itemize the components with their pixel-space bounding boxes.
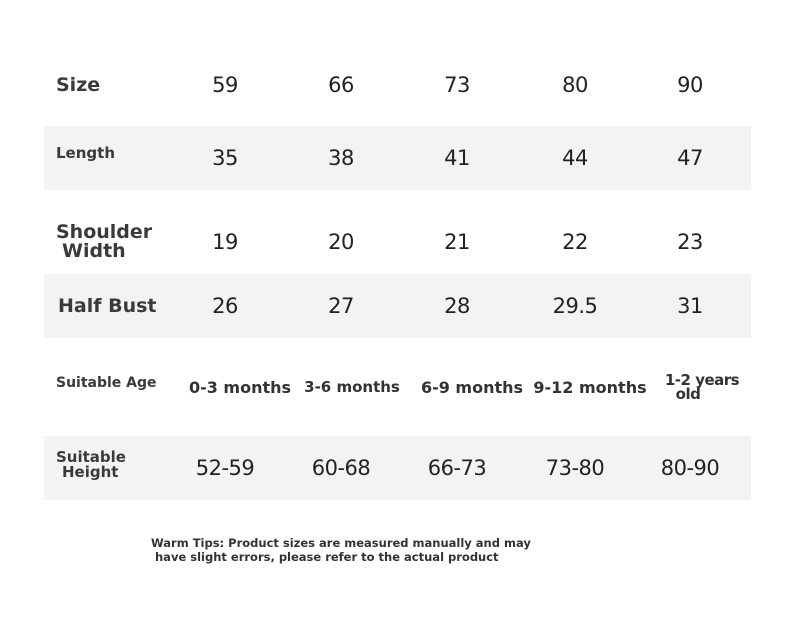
table-cell: 28 <box>444 294 470 318</box>
table-cell: 73 <box>444 73 470 97</box>
cell-line: old <box>675 385 701 403</box>
table-cell: 41 <box>444 146 470 170</box>
row-label-shoulder-width: Shoulder Width <box>44 223 176 261</box>
table-cell: 1-2 years old <box>654 370 750 402</box>
table-cell: 80-90 <box>660 456 720 480</box>
table-cell: 19 <box>212 230 238 254</box>
table-cell: 59 <box>212 73 238 97</box>
table-cell: 47 <box>677 146 703 170</box>
table-cell: 27 <box>328 294 354 318</box>
table-cell: 80 <box>562 73 588 97</box>
table-cell: 26 <box>212 294 238 318</box>
table-cell: 60-68 <box>311 456 371 480</box>
table-cell: 3-6 months <box>304 378 400 396</box>
row-label-suitable-height: Suitable Height <box>44 450 176 480</box>
cell-line: 1-2 years <box>664 370 740 389</box>
table-cell: 9-12 months <box>533 377 647 397</box>
table-row-suitable-age: Suitable Age 0-3 months 3-6 months 6-9 m… <box>44 350 751 424</box>
row-label-line: Shoulder <box>56 221 153 243</box>
table-cell: 35 <box>212 146 238 170</box>
tips-line: Warm Tips: Product sizes are measured ma… <box>151 536 531 550</box>
row-label-line: Width <box>62 240 126 262</box>
table-cell: 90 <box>677 73 703 97</box>
tips-line: have slight errors, please refer to the … <box>155 549 499 564</box>
table-row-half-bust: Half Bust 26 27 28 29.5 31 <box>44 274 751 338</box>
table-cell: 6-9 months <box>420 377 524 397</box>
table-cell: 66 <box>328 73 354 97</box>
table-row-size: Size 59 66 73 80 90 <box>44 52 751 118</box>
table-cell: 52-59 <box>195 456 255 480</box>
row-label-line: Height <box>62 463 119 481</box>
table-cell: 21 <box>444 230 470 254</box>
table-row-suitable-height: Suitable Height 52-59 60-68 66-73 73-80 … <box>44 436 751 500</box>
table-cell: 38 <box>328 146 354 170</box>
row-label-length: Length <box>56 143 115 162</box>
table-row-shoulder-width: Shoulder Width 19 20 21 22 23 <box>44 210 751 274</box>
table-cell: 20 <box>328 230 354 254</box>
table-row-length: Length 35 38 41 44 47 <box>44 126 751 190</box>
table-cell: 29.5 <box>552 294 598 318</box>
table-cell: 22 <box>562 230 588 254</box>
table-cell: 0-3 months <box>188 377 292 397</box>
row-label-suitable-age: Suitable Age <box>56 375 157 391</box>
warm-tips-note: Warm Tips: Product sizes are measured ma… <box>151 536 531 565</box>
row-label-size: Size <box>56 73 101 96</box>
table-cell: 66-73 <box>427 456 487 480</box>
table-cell: 23 <box>677 230 703 254</box>
table-cell: 31 <box>677 294 703 318</box>
row-label-half-bust: Half Bust <box>58 294 157 317</box>
table-cell: 73-80 <box>545 456 605 480</box>
size-chart-table: Size 59 66 73 80 90 Length 35 38 41 44 4… <box>44 52 751 500</box>
table-cell: 44 <box>562 146 588 170</box>
row-label-line: Suitable <box>56 448 126 466</box>
